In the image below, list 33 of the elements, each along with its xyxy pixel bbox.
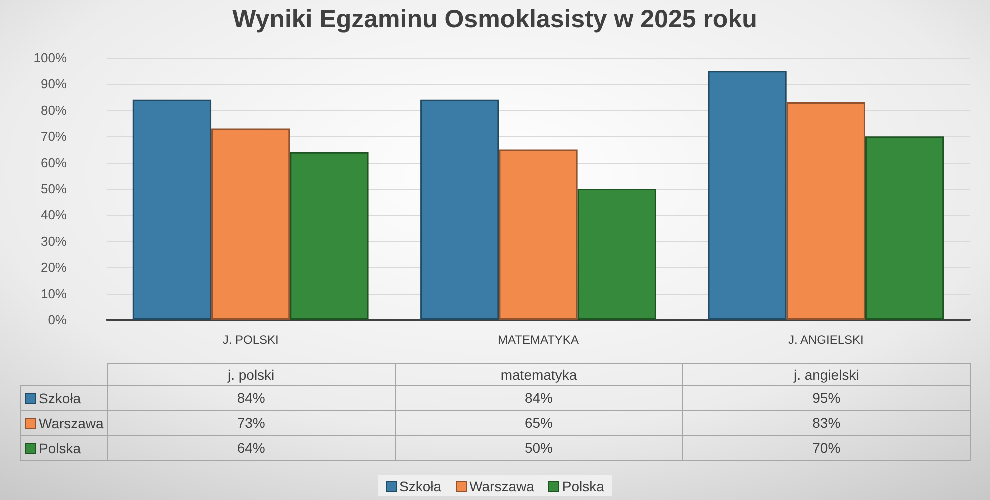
data-label: 64% bbox=[108, 436, 396, 460]
data-label: 84% bbox=[395, 386, 683, 410]
y-tick-label: 80% bbox=[40, 102, 68, 118]
legend-label: Szkoła bbox=[39, 390, 82, 407]
text: Warszawa bbox=[470, 478, 534, 494]
y-tick-label: 70% bbox=[40, 129, 68, 144]
y-tick-label: 100% bbox=[34, 50, 68, 66]
x-tick-label: J. POLSKI bbox=[222, 333, 279, 347]
text: j. angielski bbox=[682, 364, 970, 386]
data-label: 50% bbox=[395, 436, 683, 460]
text: Szkoła bbox=[400, 478, 442, 494]
y-tick-label: 0% bbox=[48, 312, 68, 328]
data-label: 73% bbox=[108, 410, 396, 436]
y-tick-label: 10% bbox=[40, 286, 68, 302]
data-label: 84% bbox=[108, 386, 396, 410]
y-tick-label: 60% bbox=[40, 155, 68, 170]
data-label: 95% bbox=[682, 386, 970, 410]
text: matematyka bbox=[395, 364, 683, 386]
x-tick-label: MATEMATYKA bbox=[498, 333, 579, 347]
text: j. polski bbox=[108, 364, 396, 386]
legend-label: Warszawa bbox=[39, 416, 104, 432]
data-label: 70% bbox=[682, 436, 970, 460]
y-tick-label: 50% bbox=[40, 182, 68, 196]
data-label: 65% bbox=[395, 410, 683, 436]
text: Polska bbox=[39, 440, 82, 457]
y-tick-label: 40% bbox=[40, 208, 68, 223]
chart-title: Wyniki Egzaminu Osmoklasisty w 2025 roku bbox=[232, 6, 758, 34]
y-tick-label: 20% bbox=[40, 260, 68, 276]
y-tick-label: 90% bbox=[40, 76, 68, 92]
legend-label: Polska bbox=[562, 478, 604, 494]
y-tick-label: 30% bbox=[40, 234, 68, 249]
data-label: 83% bbox=[682, 410, 970, 436]
x-tick-label: J. ANGIELSKI bbox=[788, 333, 864, 347]
